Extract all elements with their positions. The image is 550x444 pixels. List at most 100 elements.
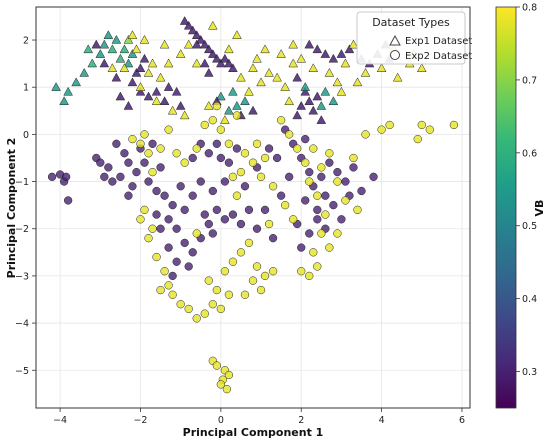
circle-point xyxy=(148,139,157,148)
circle-point xyxy=(212,139,221,148)
triangle-point xyxy=(179,16,190,25)
circle-point xyxy=(305,177,314,186)
circle-point xyxy=(325,149,334,158)
circle-point xyxy=(136,139,145,148)
triangle-point xyxy=(135,86,146,96)
circle-point xyxy=(216,304,226,314)
legend-title: Dataset Types xyxy=(372,16,450,29)
triangle-point xyxy=(123,58,134,68)
circle-point xyxy=(208,186,217,196)
triangle-point xyxy=(127,77,138,87)
triangle-point xyxy=(316,100,327,110)
circle-point xyxy=(168,271,177,281)
circle-point xyxy=(148,224,157,233)
circle-point xyxy=(222,384,232,394)
circle-point xyxy=(252,262,262,271)
circle-point xyxy=(204,219,213,229)
circle-point xyxy=(160,191,169,200)
triangle-point xyxy=(143,67,154,77)
circle-point xyxy=(329,200,338,210)
circle-point xyxy=(132,167,141,177)
circle-point xyxy=(176,182,185,191)
plot-frame xyxy=(35,6,471,409)
triangle-point xyxy=(203,44,214,54)
triangle-point xyxy=(183,20,194,30)
triangle-point xyxy=(288,58,299,68)
colorbar-label: VB xyxy=(533,200,546,217)
circle-point xyxy=(192,314,201,323)
circle-point xyxy=(184,262,193,271)
circle-point xyxy=(212,205,221,215)
triangle-point xyxy=(71,77,82,87)
circle-point xyxy=(172,149,181,158)
colorbar-tick-label: 0.8 xyxy=(522,3,537,14)
circle-point xyxy=(268,267,278,276)
circle-point xyxy=(228,210,238,219)
circle-point xyxy=(160,267,169,276)
circle-point xyxy=(172,224,181,233)
circle-point xyxy=(200,309,209,318)
triangle-point xyxy=(139,34,150,44)
triangle-point xyxy=(107,63,118,72)
y-tick-label: 2 xyxy=(23,36,29,47)
circle-point xyxy=(156,144,165,153)
legend-box xyxy=(356,11,466,65)
triangle-point xyxy=(304,39,315,49)
circle-point xyxy=(168,290,177,299)
triangle-point xyxy=(320,49,331,58)
circle-point xyxy=(152,210,161,219)
triangle-point xyxy=(171,86,182,96)
colorbar-ticks: 0.3 0.4 0.5 0.6 0.7 0.8 xyxy=(516,3,537,378)
triangle-point xyxy=(248,63,258,72)
circle-point xyxy=(289,215,298,224)
circle-point xyxy=(317,172,326,181)
circle-point xyxy=(112,139,121,148)
circle-point xyxy=(353,205,362,215)
circle-point xyxy=(317,229,326,238)
triangle-point xyxy=(191,58,202,68)
circle-point xyxy=(152,186,161,196)
triangle-point xyxy=(127,30,138,39)
circle-point xyxy=(216,380,226,389)
circle-point xyxy=(385,120,394,130)
circle-point xyxy=(301,158,310,167)
legend-triangle-icon xyxy=(389,34,401,46)
triangle-point xyxy=(292,72,303,82)
triangle-point xyxy=(304,96,315,106)
circle-point xyxy=(196,177,205,186)
triangle-point xyxy=(135,82,146,91)
triangle-point xyxy=(288,39,299,49)
circle-point xyxy=(305,271,314,281)
triangle-point xyxy=(191,30,202,39)
circle-point xyxy=(248,276,258,285)
circle-point xyxy=(240,182,250,191)
circle-point xyxy=(425,125,434,134)
circle-point xyxy=(276,191,286,200)
circle-point xyxy=(268,182,278,191)
circle-point xyxy=(285,172,294,181)
circle-point xyxy=(216,125,226,134)
triangle-point xyxy=(296,100,307,110)
x-axis-title: Principal Component 1 xyxy=(183,426,324,439)
colorbar-tick-label: 0.3 xyxy=(522,367,537,378)
x-tick-label: 4 xyxy=(379,415,385,426)
circle-point xyxy=(188,248,197,257)
circle-point xyxy=(200,210,209,219)
triangle-point xyxy=(207,49,218,58)
triangle-point xyxy=(203,100,214,110)
legend-label-exp1: Exp1 Dataset xyxy=(405,36,472,47)
triangle-point xyxy=(151,86,162,96)
circle-point xyxy=(172,257,181,266)
circle-point xyxy=(192,144,201,153)
triangle-point xyxy=(51,82,61,91)
circle-point xyxy=(236,248,246,257)
triangle-point xyxy=(224,58,234,68)
circle-point xyxy=(309,144,318,153)
circle-point xyxy=(100,172,109,181)
triangle-point xyxy=(260,44,270,54)
triangle-point xyxy=(280,82,290,91)
triangle-point xyxy=(159,39,170,49)
triangle-point xyxy=(360,67,371,77)
triangle-point xyxy=(292,110,303,120)
circle-point xyxy=(413,134,422,144)
